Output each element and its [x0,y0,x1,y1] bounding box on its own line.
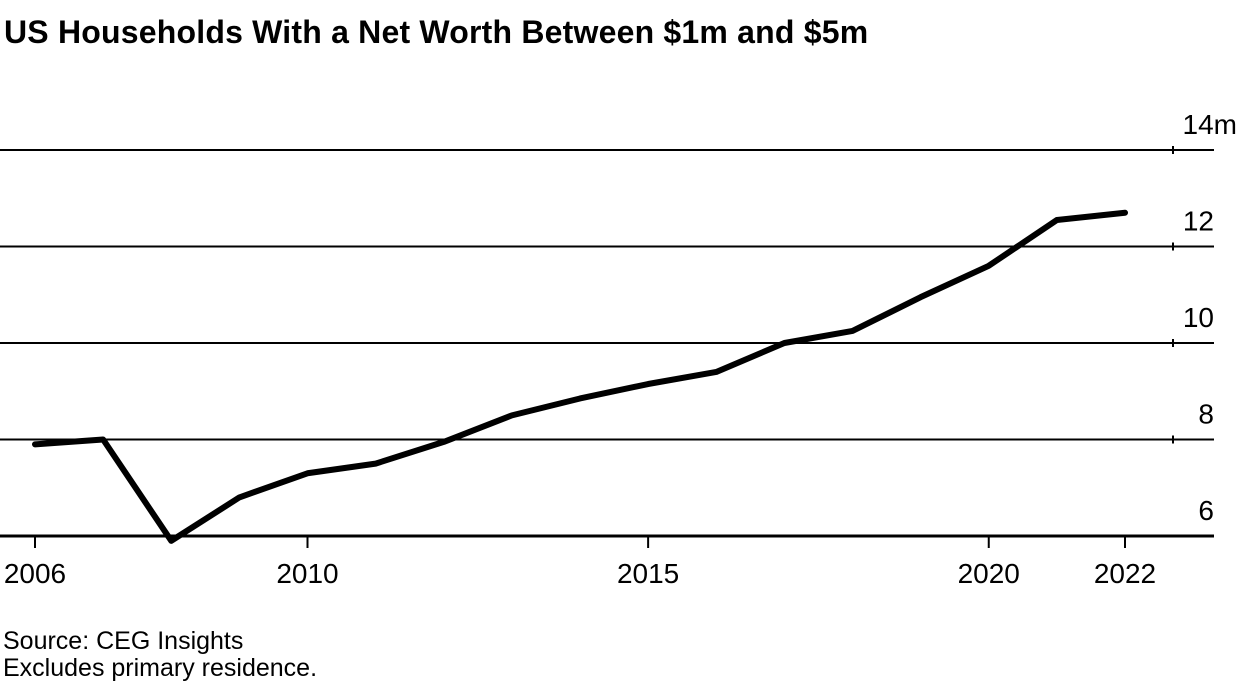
chart-title: US Households With a Net Worth Between $… [4,14,869,50]
gridline-end-tick [1172,242,1174,251]
source-line: Source: CEG Insights [3,627,244,655]
x-tick-label: 2015 [617,558,679,589]
x-tick-label: 2010 [276,558,338,589]
x-tick-label: 2020 [958,558,1020,589]
gridline-end-tick [1172,339,1174,347]
gridline-end-tick [1172,146,1174,154]
y-tick-label: 6 [1198,495,1214,526]
x-tick-label: 2022 [1094,558,1156,589]
x-tick-label: 2006 [4,558,66,589]
y-tick-label: 10 [1183,302,1214,333]
y-tick-label: 12 [1183,206,1214,237]
data-line-series [32,209,1128,544]
y-tick-label: 8 [1198,399,1214,430]
gridline-end-tick [1172,435,1174,444]
source-note: Source: CEG Insights Excludes primary re… [3,628,317,682]
y-tick-label: 14m [1183,109,1237,140]
footnote-line: Excludes primary residence. [3,654,318,682]
